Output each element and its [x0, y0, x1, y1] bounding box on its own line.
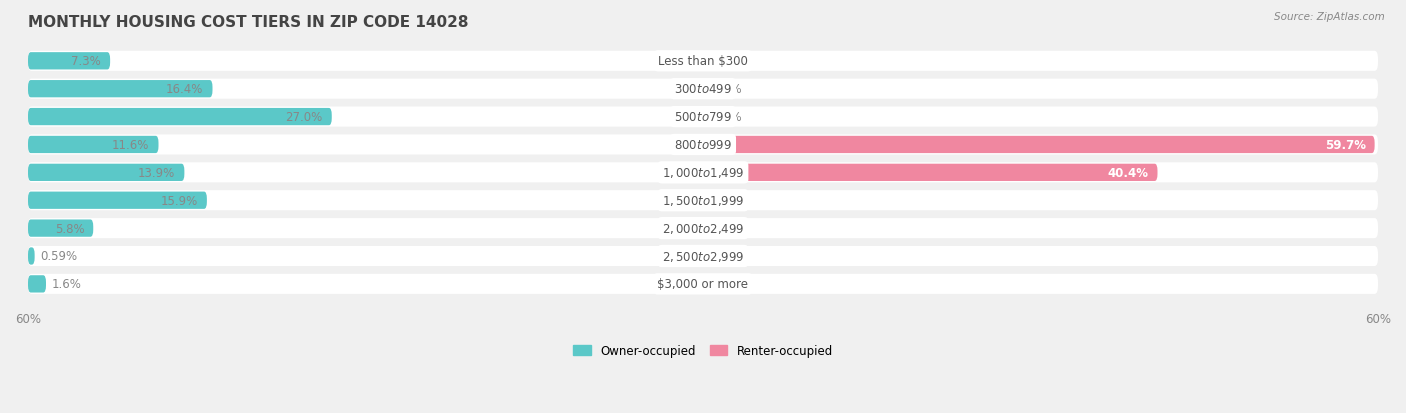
FancyBboxPatch shape [28, 136, 159, 154]
Text: Source: ZipAtlas.com: Source: ZipAtlas.com [1274, 12, 1385, 22]
Text: $1,500 to $1,999: $1,500 to $1,999 [662, 194, 744, 208]
FancyBboxPatch shape [28, 220, 93, 237]
Text: 13.9%: 13.9% [138, 166, 176, 179]
Text: 5.8%: 5.8% [55, 222, 84, 235]
FancyBboxPatch shape [28, 135, 1378, 155]
Legend: Owner-occupied, Renter-occupied: Owner-occupied, Renter-occupied [572, 344, 834, 357]
Text: $800 to $999: $800 to $999 [673, 139, 733, 152]
Text: $2,000 to $2,499: $2,000 to $2,499 [662, 221, 744, 235]
Text: MONTHLY HOUSING COST TIERS IN ZIP CODE 14028: MONTHLY HOUSING COST TIERS IN ZIP CODE 1… [28, 15, 468, 30]
Text: $500 to $799: $500 to $799 [673, 111, 733, 124]
Text: 16.4%: 16.4% [166, 83, 204, 96]
Text: Less than $300: Less than $300 [658, 55, 748, 68]
FancyBboxPatch shape [28, 275, 46, 293]
Text: 40.4%: 40.4% [1108, 166, 1149, 179]
Text: 0.0%: 0.0% [711, 194, 741, 207]
FancyBboxPatch shape [28, 218, 1378, 239]
Text: $2,500 to $2,999: $2,500 to $2,999 [662, 249, 744, 263]
FancyBboxPatch shape [28, 191, 1378, 211]
Text: 1.6%: 1.6% [52, 278, 82, 291]
FancyBboxPatch shape [28, 164, 184, 182]
FancyBboxPatch shape [28, 81, 212, 98]
Text: 0.0%: 0.0% [711, 222, 741, 235]
Text: 0.59%: 0.59% [41, 250, 77, 263]
Text: 0.0%: 0.0% [711, 278, 741, 291]
Text: $300 to $499: $300 to $499 [673, 83, 733, 96]
FancyBboxPatch shape [28, 52, 1378, 72]
FancyBboxPatch shape [28, 53, 110, 70]
Text: 15.9%: 15.9% [160, 194, 198, 207]
Text: 0.0%: 0.0% [711, 250, 741, 263]
FancyBboxPatch shape [28, 192, 207, 209]
FancyBboxPatch shape [28, 248, 35, 265]
FancyBboxPatch shape [28, 107, 1378, 127]
Text: 0.0%: 0.0% [711, 55, 741, 68]
Text: 0.0%: 0.0% [711, 111, 741, 124]
FancyBboxPatch shape [28, 109, 332, 126]
FancyBboxPatch shape [28, 163, 1378, 183]
Text: $1,000 to $1,499: $1,000 to $1,499 [662, 166, 744, 180]
Text: 11.6%: 11.6% [112, 139, 149, 152]
FancyBboxPatch shape [703, 136, 1375, 154]
Text: 59.7%: 59.7% [1324, 139, 1365, 152]
FancyBboxPatch shape [28, 79, 1378, 100]
FancyBboxPatch shape [28, 274, 1378, 294]
FancyBboxPatch shape [28, 247, 1378, 266]
Text: $3,000 or more: $3,000 or more [658, 278, 748, 291]
Text: 7.3%: 7.3% [72, 55, 101, 68]
Text: 27.0%: 27.0% [285, 111, 323, 124]
Text: 0.0%: 0.0% [711, 83, 741, 96]
FancyBboxPatch shape [703, 164, 1157, 182]
